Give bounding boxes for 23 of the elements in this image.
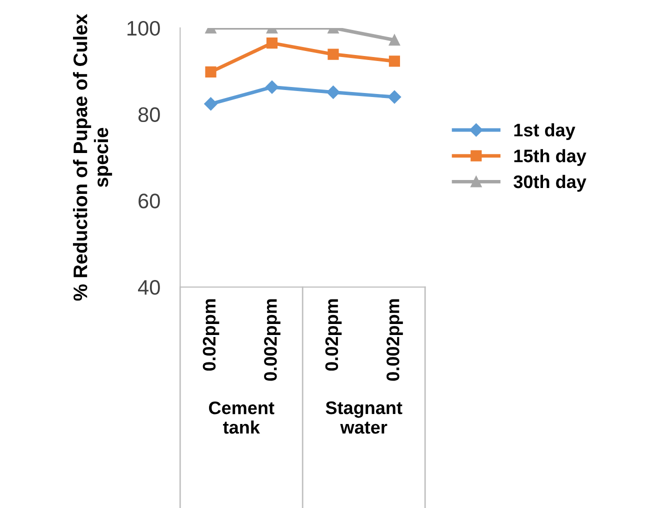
y-tick-label: 40 <box>138 280 160 295</box>
legend-label: 30th day <box>514 174 586 192</box>
legend-label: 1st day <box>514 123 576 140</box>
text: Cement tank <box>209 401 274 434</box>
point <box>326 86 340 99</box>
point <box>388 56 400 67</box>
point <box>205 66 216 78</box>
point <box>328 48 339 60</box>
point <box>204 97 218 111</box>
legend-label: 15th day <box>514 149 586 166</box>
x-tick-label: 0.02ppm <box>202 299 220 371</box>
x-tick-label: 0.02ppm <box>325 299 342 371</box>
point <box>265 80 279 94</box>
y-tick-label: 60 <box>138 194 160 208</box>
point <box>388 90 402 104</box>
y-tick-label: 100 <box>128 20 160 36</box>
x-tick-label: 0.002ppm <box>264 299 280 381</box>
point <box>266 37 278 49</box>
y-axis-title: % Reduction of Pupae of Culex specie <box>72 14 112 301</box>
y-tick-label: 80 <box>138 107 160 122</box>
x-tick-label: 0.002ppm <box>386 299 403 381</box>
text: Stagnant water <box>326 401 402 434</box>
point <box>388 34 400 46</box>
